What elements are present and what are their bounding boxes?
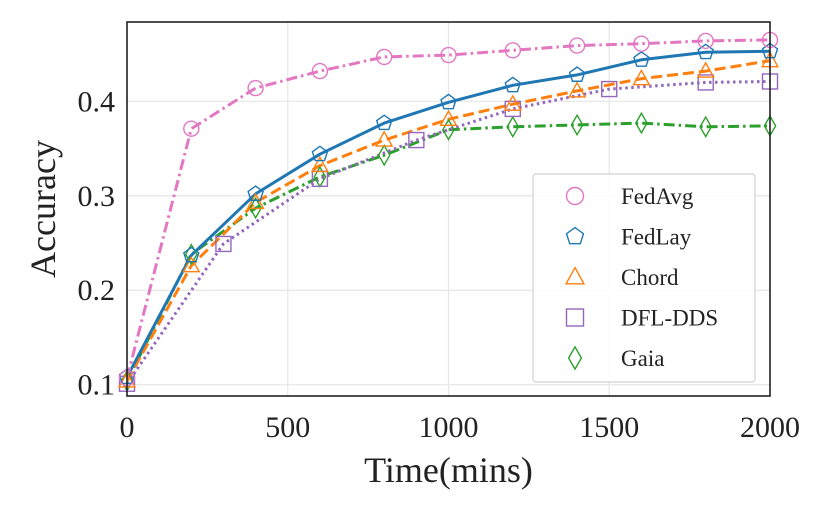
point-gaia — [506, 115, 520, 138]
point-chord — [632, 68, 651, 86]
point-dfl-dds — [215, 235, 232, 253]
point-chord — [696, 61, 715, 78]
legend-marker-fedavg — [565, 186, 585, 206]
point-dfl-dds — [601, 80, 618, 98]
point-fedlay — [247, 185, 264, 201]
point-chord — [503, 94, 522, 111]
y-tick-label: 0.4 — [78, 85, 116, 118]
series-line-fedlay — [127, 49, 770, 378]
point-fedlay — [697, 43, 715, 60]
x-tick-label: 500 — [265, 411, 310, 444]
point-gaia — [377, 144, 391, 167]
point-fedavg — [247, 79, 264, 97]
point-chord — [568, 81, 587, 98]
point-fedlay — [440, 93, 457, 110]
x-tick-label: 1000 — [419, 411, 479, 444]
point-fedavg — [568, 37, 586, 54]
point-fedavg — [183, 120, 200, 137]
point-fedavg — [697, 32, 714, 50]
point-fedlay — [568, 66, 586, 82]
series-markers — [117, 31, 780, 393]
point-dfl-dds — [408, 131, 425, 149]
legend-label-chord: Chord — [621, 265, 679, 290]
point-fedlay — [182, 246, 200, 263]
legend-label-dfl-dds: DFL-DDS — [621, 306, 718, 331]
legend-marker-gaia — [567, 345, 583, 371]
point-chord — [375, 130, 394, 147]
point-gaia — [634, 111, 648, 135]
legend-marker-dfl-dds — [565, 308, 585, 327]
axis-ticks: 0 500 1000 1500 2000 0.1 0.2 0.3 0.4 — [78, 85, 801, 444]
point-fedlay — [633, 51, 650, 67]
point-fedavg — [633, 35, 650, 52]
y-tick-label: 0.3 — [78, 180, 116, 213]
point-fedlay — [311, 145, 329, 162]
point-chord — [246, 192, 265, 210]
x-tick-label: 1500 — [579, 411, 639, 444]
point-gaia — [249, 196, 263, 220]
point-fedavg — [440, 46, 457, 64]
point-fedavg — [504, 42, 521, 59]
point-chord — [182, 255, 201, 273]
point-gaia — [570, 113, 584, 137]
point-fedlay — [504, 76, 522, 93]
legend-label-fedlay: FedLay — [621, 225, 692, 250]
point-gaia — [442, 118, 455, 141]
legend-marker-fedlay — [565, 226, 585, 245]
point-gaia — [184, 243, 198, 266]
legend-label-gaia: Gaia — [621, 346, 664, 371]
plot-frame — [126, 21, 771, 397]
point-gaia — [699, 115, 713, 138]
point-fedlay — [375, 114, 393, 131]
y-tick-label: 0.1 — [78, 369, 116, 402]
x-tick-label: 0 — [120, 411, 135, 444]
point-fedavg — [376, 48, 393, 66]
y-axis-title: Accuracy — [23, 140, 63, 278]
point-fedavg — [311, 62, 329, 80]
point-dfl-dds — [697, 74, 714, 91]
series-line-fedavg — [127, 38, 770, 379]
legend-marker-chord — [564, 266, 586, 285]
y-tick-label: 0.2 — [78, 274, 116, 307]
legend-label-fedavg: FedAvg — [621, 184, 694, 209]
point-chord — [310, 155, 329, 173]
x-tick-label: 2000 — [740, 411, 800, 444]
x-axis-title: Time(mins) — [364, 450, 533, 490]
legend: FedAvg FedLay Chord DFL-DDS Gaia — [532, 173, 756, 383]
legend-box — [532, 173, 756, 383]
point-chord — [439, 109, 458, 126]
